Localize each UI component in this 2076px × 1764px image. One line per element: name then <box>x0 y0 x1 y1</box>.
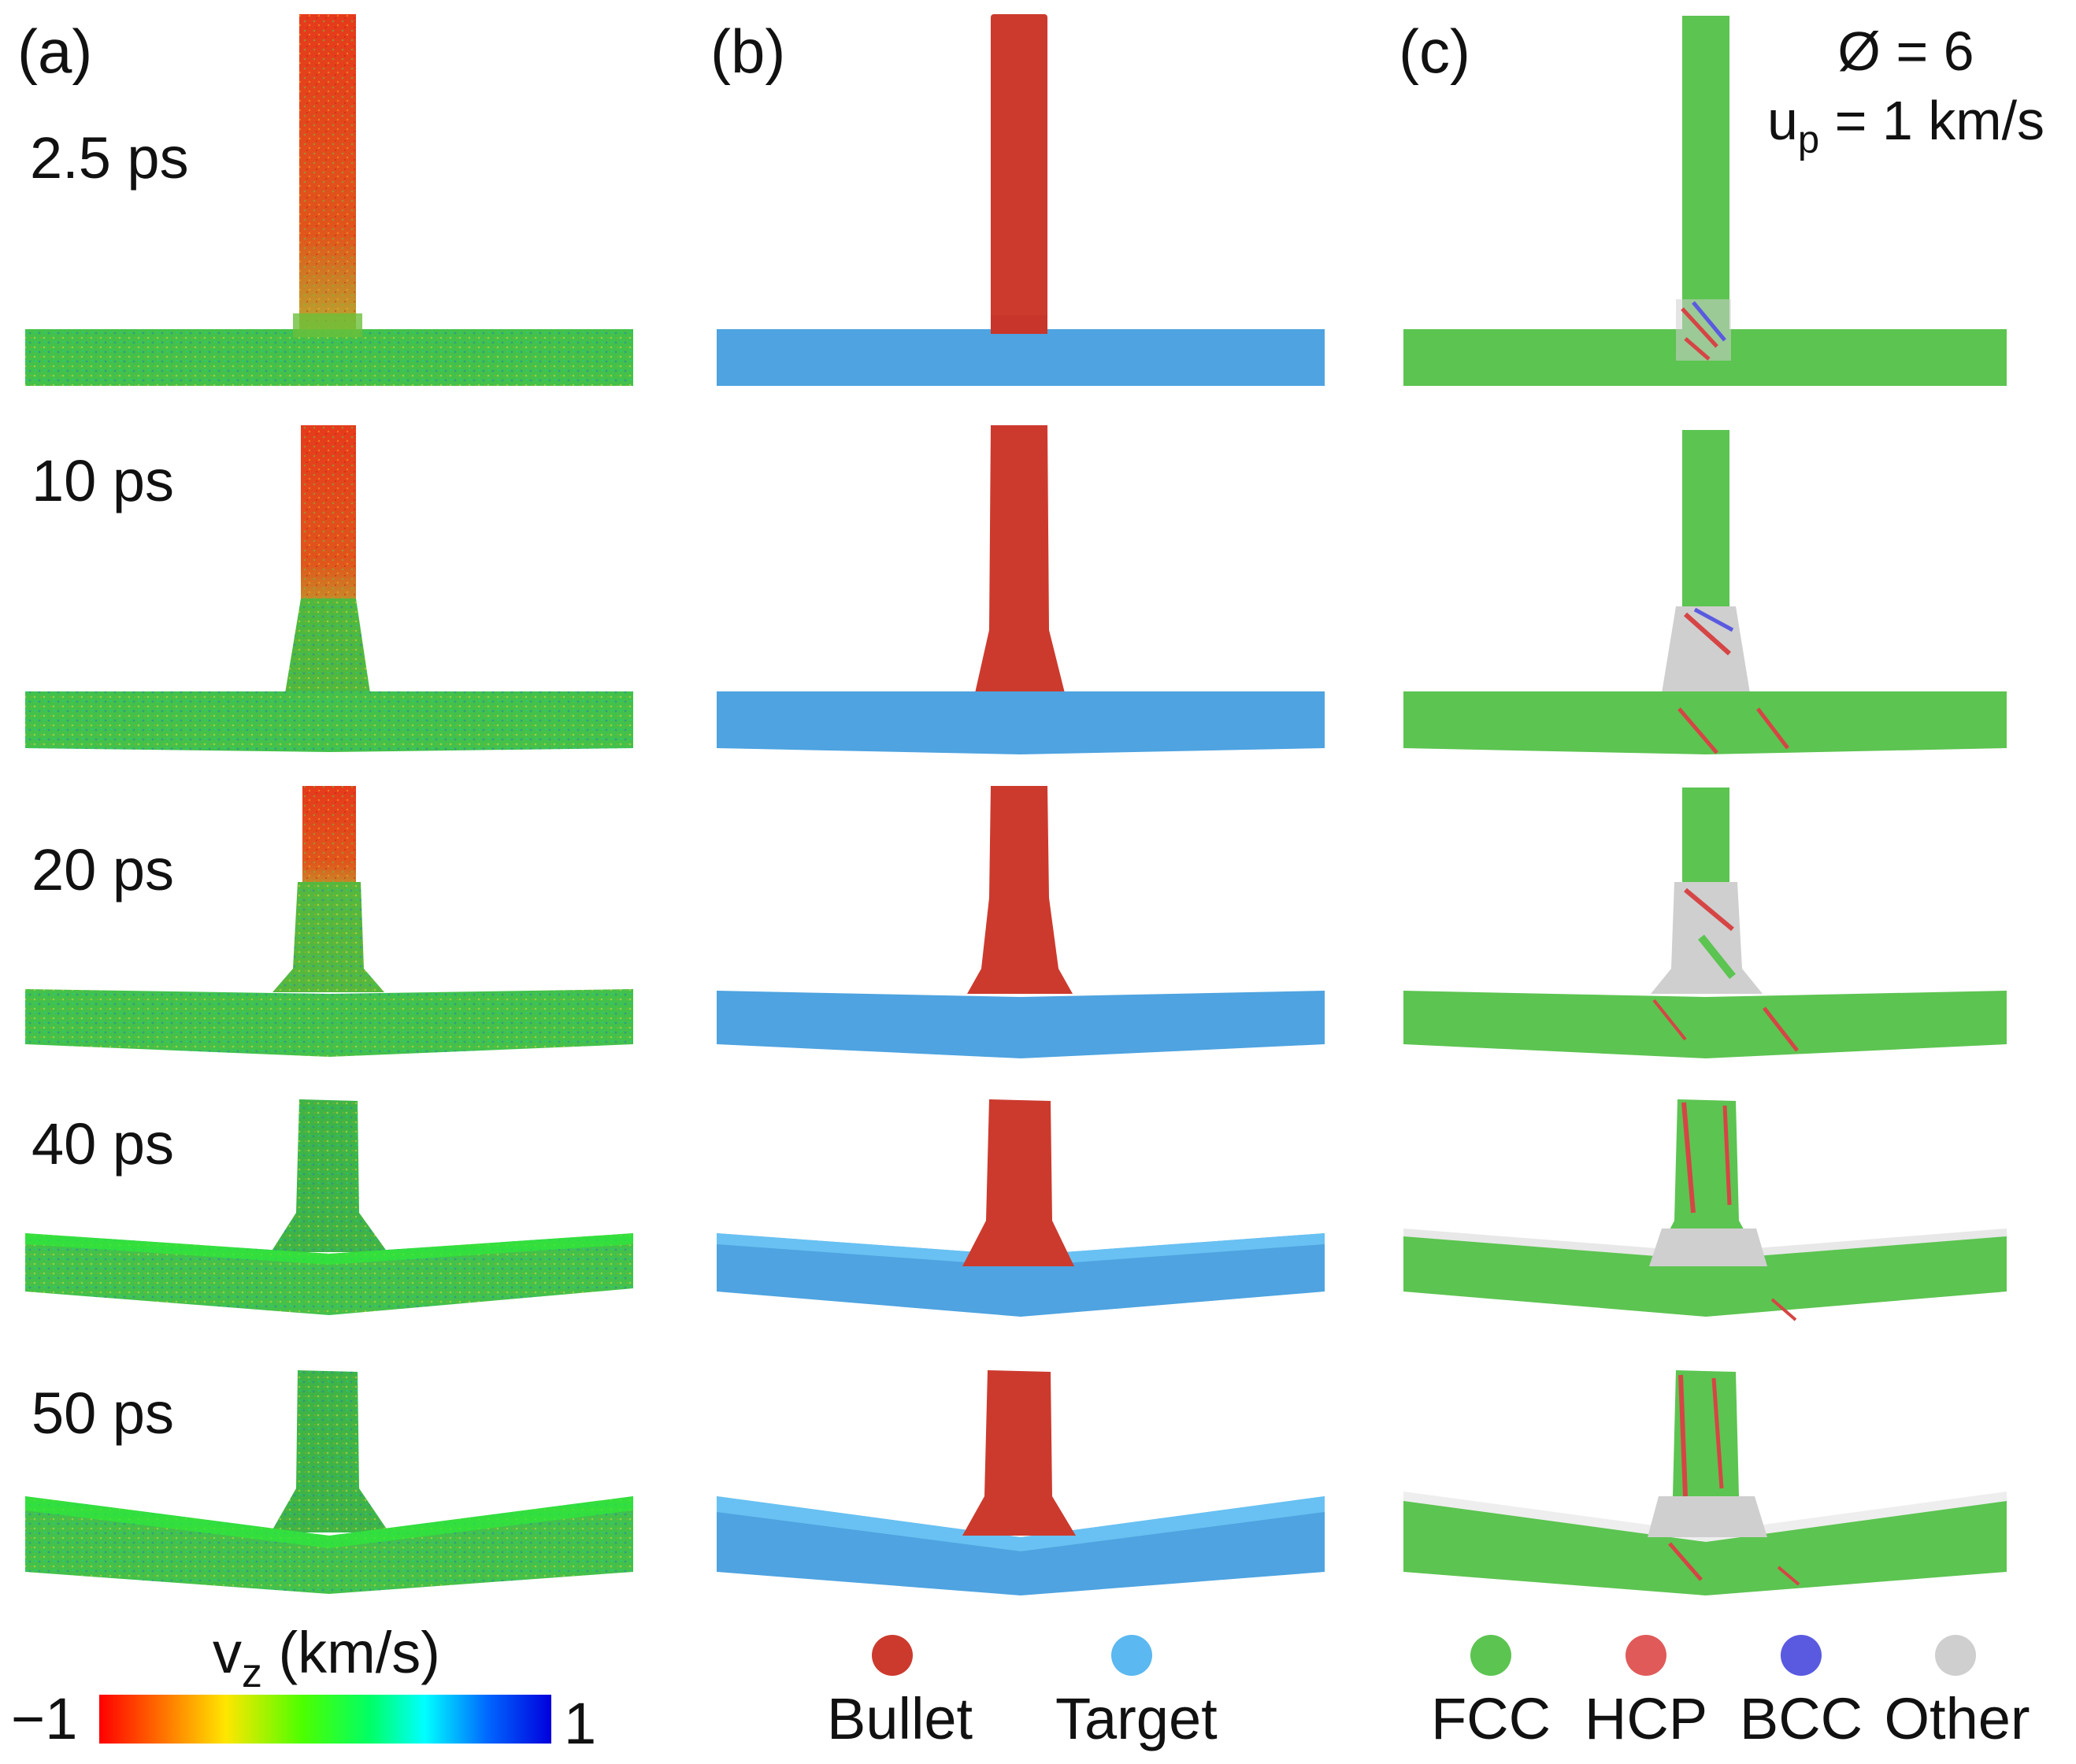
panel-c-frames <box>1403 16 2007 1595</box>
frame-c-50ps <box>1403 1370 2007 1595</box>
frame-b-2.5ps <box>717 14 1325 386</box>
panel-label-b: (b) <box>710 17 786 86</box>
diameter-parameter: Ø = 6 <box>1837 20 1974 82</box>
frame-b-10ps <box>717 425 1325 754</box>
frame-c-40ps <box>1403 1099 2007 1321</box>
vz-colorbar <box>99 1695 551 1744</box>
legend-c-label-0: FCC <box>1430 1686 1551 1751</box>
frame-b-50ps <box>717 1370 1325 1595</box>
velocity-parameter: up = 1 km/s <box>1748 87 2063 165</box>
panel-a-frames <box>25 14 633 1594</box>
time-label-2.5ps: 2.5 ps <box>30 125 189 191</box>
frame-b-40ps <box>717 1099 1325 1317</box>
legend-b-label-0: Bullet <box>827 1686 973 1751</box>
legend-c-marker-1 <box>1626 1635 1666 1676</box>
frame-b-20ps <box>717 786 1325 1058</box>
legend-b-marker-0 <box>872 1635 913 1676</box>
colorbar-symbol: v <box>213 1620 242 1685</box>
time-label-20ps: 20 ps <box>32 837 175 902</box>
frame-a-2.5ps <box>25 14 633 386</box>
legend-b-label-1: Target <box>1055 1686 1218 1751</box>
legend-c-label-1: HCP <box>1584 1686 1708 1751</box>
legend-c-label-2: BCC <box>1739 1686 1863 1751</box>
colorbar-unit: (km/s) <box>261 1620 440 1685</box>
frame-c-10ps <box>1403 430 2007 754</box>
time-label-10ps: 10 ps <box>32 448 175 513</box>
panel-label-a: (a) <box>17 17 93 86</box>
colorbar-max-label: 1 <box>564 1691 597 1756</box>
legend-c-marker-0 <box>1470 1635 1511 1676</box>
frame-a-50ps <box>25 1370 633 1594</box>
velocity-subscript: p <box>1797 118 1820 161</box>
legend-b-marker-1 <box>1111 1635 1152 1676</box>
colorbar-title: vz (km/s) <box>213 1619 440 1696</box>
time-label-40ps: 40 ps <box>32 1111 175 1177</box>
velocity-symbol: u <box>1766 89 1798 151</box>
velocity-value: = 1 km/s <box>1819 89 2045 151</box>
panel-b-frames <box>717 14 1325 1595</box>
frame-a-40ps <box>25 1099 633 1315</box>
panel-label-c: (c) <box>1399 17 1470 86</box>
time-label-50ps: 50 ps <box>32 1380 175 1446</box>
legend-c-marker-3 <box>1935 1635 1976 1676</box>
frame-a-10ps <box>25 425 633 752</box>
simulation-parameters: Ø = 6 up = 1 km/s <box>1748 17 2063 165</box>
frame-c-2.5ps <box>1403 16 2007 386</box>
legend-c-label-3: Other <box>1884 1686 2030 1751</box>
legend-c-marker-2 <box>1781 1635 1822 1676</box>
frame-a-20ps <box>25 786 633 1057</box>
colorbar-min-label: −1 <box>11 1686 78 1751</box>
colorbar-subscript: z <box>242 1650 262 1696</box>
frame-c-20ps <box>1403 788 2007 1058</box>
